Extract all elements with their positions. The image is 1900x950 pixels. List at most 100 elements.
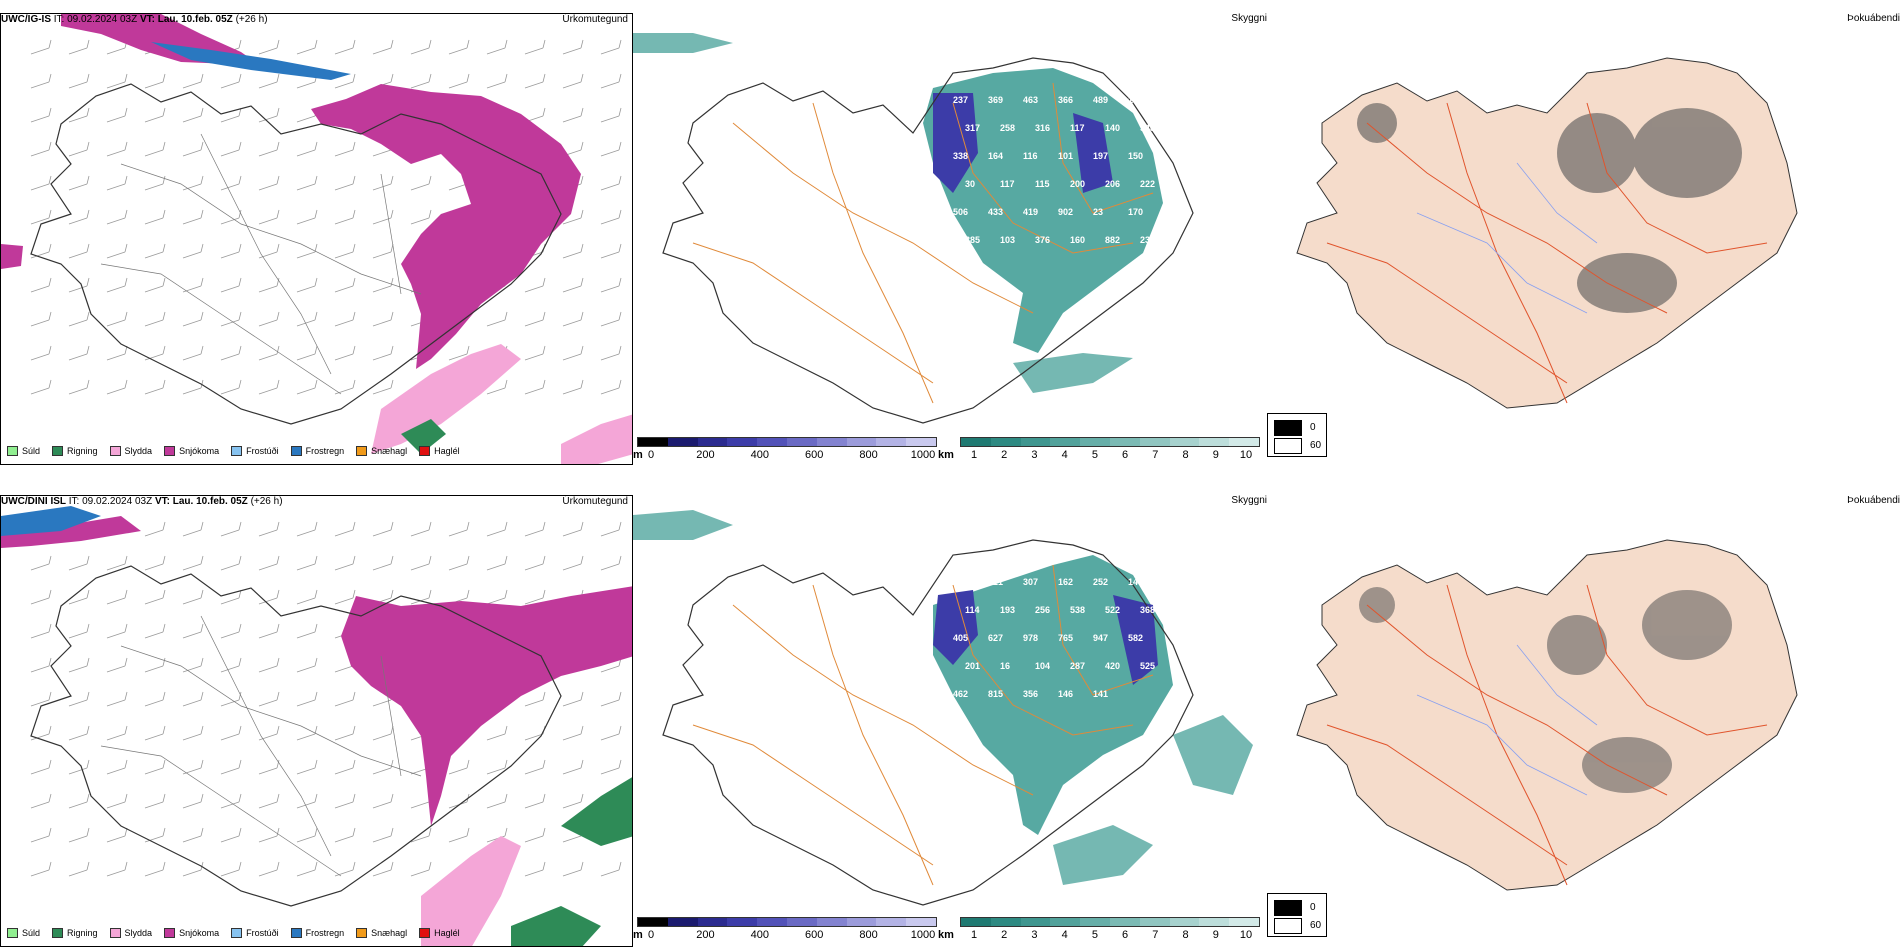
colorbar-step bbox=[757, 918, 787, 926]
wind-barb bbox=[372, 827, 394, 843]
visibility-area bbox=[1053, 825, 1153, 885]
wind-barb bbox=[144, 379, 166, 395]
wind-barb bbox=[600, 243, 622, 259]
colorbar-step bbox=[1050, 438, 1081, 446]
legend-swatch bbox=[356, 928, 368, 938]
wind-barb bbox=[296, 521, 318, 537]
wind-barb bbox=[562, 521, 584, 537]
wind-barb bbox=[524, 827, 546, 843]
wind-barb bbox=[144, 691, 166, 707]
panel-visibility-row2: 213 221 307 162 252 145 114 193 256 538 522 368 405 6… bbox=[633, 495, 1267, 947]
wind-barb bbox=[296, 589, 318, 605]
wind-barb bbox=[296, 141, 318, 157]
legend-label: Frostregn bbox=[305, 446, 345, 456]
wind-barb bbox=[68, 73, 90, 89]
legend-label: Súld bbox=[22, 928, 41, 938]
visibility-value: 153 bbox=[1128, 95, 1143, 105]
wind-barb bbox=[68, 861, 90, 877]
wind-barb bbox=[486, 555, 508, 571]
scale-tick: 10 bbox=[1239, 929, 1253, 941]
wind-barb bbox=[296, 861, 318, 877]
wind-barb bbox=[258, 311, 280, 327]
wind-barb bbox=[334, 827, 356, 843]
visibility-value: 222 bbox=[1140, 179, 1155, 189]
wind-barb bbox=[258, 623, 280, 639]
wind-barb bbox=[182, 657, 204, 673]
legend-item: Frostúði bbox=[231, 446, 279, 456]
wind-barb bbox=[258, 759, 280, 775]
colorbar-step bbox=[816, 438, 847, 446]
wind-barb bbox=[524, 73, 546, 89]
visibility-labels: 213 221 307 162 252 145 114 193 256 538 522 368 405 6… bbox=[953, 577, 1155, 699]
wind-barb bbox=[30, 379, 52, 395]
wind-barb bbox=[258, 589, 280, 605]
legend-swatch bbox=[164, 928, 176, 938]
legend-swatch bbox=[52, 928, 64, 938]
wind-barb bbox=[182, 861, 204, 877]
visibility-area bbox=[633, 33, 733, 53]
legend-label: Haglél bbox=[434, 446, 460, 456]
wind-barb bbox=[68, 39, 90, 55]
visibility-value: 307 bbox=[1023, 577, 1038, 587]
colorbar-step bbox=[1139, 918, 1170, 926]
wind-barb bbox=[296, 39, 318, 55]
wind-barb bbox=[334, 555, 356, 571]
visibility-area bbox=[933, 555, 1173, 835]
wind-barb bbox=[334, 793, 356, 809]
wind-barb bbox=[182, 589, 204, 605]
visibility-value: 103 bbox=[1000, 235, 1015, 245]
wind-barb bbox=[144, 555, 166, 571]
legend-swatch bbox=[7, 928, 18, 938]
wind-barb bbox=[182, 73, 204, 89]
fog-legend-row1: 0 60 bbox=[1267, 413, 1327, 457]
wind-barb bbox=[106, 589, 128, 605]
legend-item: Snæhagl bbox=[356, 928, 407, 938]
wind-barb bbox=[372, 725, 394, 741]
visibility-area bbox=[1013, 353, 1133, 393]
visibility-value: 16 bbox=[1000, 661, 1010, 671]
wind-barb bbox=[372, 209, 394, 225]
visibility-value: 193 bbox=[1000, 605, 1015, 615]
visibility-value: 201 bbox=[965, 661, 980, 671]
scale-tick: 2 bbox=[1001, 929, 1008, 941]
wind-barb bbox=[68, 141, 90, 157]
wind-barb bbox=[30, 793, 52, 809]
colorbar-step bbox=[990, 438, 1021, 446]
legend-item: Snjókoma bbox=[164, 446, 219, 456]
wind-barb bbox=[410, 793, 432, 809]
visibility-value: 206 bbox=[1105, 179, 1120, 189]
wind-barb bbox=[562, 759, 584, 775]
wind-barb bbox=[524, 861, 546, 877]
visibility-value: 256 bbox=[1035, 605, 1050, 615]
wind-barb bbox=[524, 379, 546, 395]
wind-barb bbox=[600, 39, 622, 55]
wind-barb bbox=[182, 345, 204, 361]
panel-title: UWC/DINI ISL IT: 09.02.2024 03Z VT: Lau.… bbox=[1, 496, 283, 507]
legend-swatch bbox=[109, 928, 121, 938]
wind-barb bbox=[106, 827, 128, 843]
visibility-value: 150 bbox=[1128, 151, 1143, 161]
wind-barb bbox=[448, 793, 470, 809]
legend-item: Snjókoma bbox=[164, 928, 219, 938]
wind-barb bbox=[30, 209, 52, 225]
panel-precip-type-row2: UWC/DINI ISL IT: 09.02.2024 03Z VT: Lau.… bbox=[0, 495, 633, 947]
iceland-outline bbox=[30, 83, 562, 425]
wind-barb bbox=[68, 657, 90, 673]
wind-barb bbox=[334, 691, 356, 707]
colorbar-step bbox=[906, 918, 936, 926]
scale-tick: 400 bbox=[750, 449, 769, 461]
low-visibility-area bbox=[1113, 595, 1158, 685]
scale-tick: 0 bbox=[647, 929, 655, 941]
wind-barb bbox=[220, 277, 242, 293]
wind-barb bbox=[182, 623, 204, 639]
wind-barb bbox=[30, 175, 52, 191]
wind-barb bbox=[220, 861, 242, 877]
wind-barb bbox=[106, 861, 128, 877]
wind-barb bbox=[486, 521, 508, 537]
visibility-value: 140 bbox=[1105, 123, 1120, 133]
snow-area bbox=[311, 84, 581, 369]
wind-barb bbox=[30, 555, 52, 571]
wind-barb bbox=[410, 589, 432, 605]
wind-barb bbox=[144, 861, 166, 877]
wind-barb bbox=[220, 555, 242, 571]
